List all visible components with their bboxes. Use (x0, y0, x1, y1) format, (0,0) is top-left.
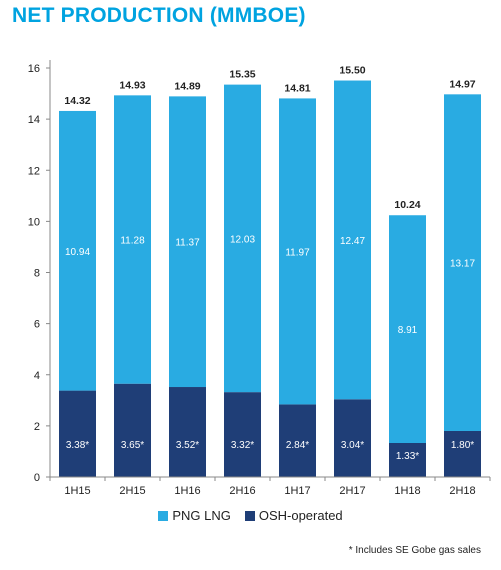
x-tick-label: 1H16 (174, 485, 200, 497)
data-label-total: 10.24 (394, 199, 420, 211)
bar-osh-operated (279, 404, 316, 477)
x-tick-label: 1H18 (394, 485, 420, 497)
bar-osh-operated (444, 430, 481, 477)
data-label-osh-operated: 1.33* (396, 451, 419, 462)
x-tick-label: 1H17 (284, 485, 310, 497)
x-tick-label: 1H15 (64, 485, 90, 497)
data-label-total: 15.35 (229, 69, 255, 81)
data-label-osh-operated: 2.84* (286, 440, 309, 451)
data-label-png-lng: 11.28 (120, 236, 145, 247)
data-label-png-lng: 12.03 (230, 234, 255, 245)
bar-png-lng (114, 95, 151, 384)
bar-osh-operated (114, 383, 151, 477)
bar-chart: 0 2 4 6 8 10 12 14 16 3.38* 10.94 14.32 3.65* 11.28 1… (28, 60, 491, 497)
bar-png-lng (444, 94, 481, 431)
data-label-png-lng: 11.97 (285, 247, 310, 258)
chart-title: NET PRODUCTION (MMBOE) (12, 4, 306, 27)
bars: 3.38* 10.94 14.32 3.65* 11.28 14.93 3.52* 11.37… (59, 65, 481, 477)
y-tick-label: 8 (34, 268, 40, 280)
bar-osh-operated (389, 443, 426, 477)
legend-swatch-osh-operated (244, 510, 255, 521)
bar-osh-operated (169, 387, 206, 477)
bar-png-lng (169, 96, 206, 388)
data-label-png-lng: 10.94 (65, 247, 90, 258)
data-label-png-lng: 12.47 (340, 236, 365, 247)
y-tick-label: 14 (28, 114, 40, 126)
data-label-total: 14.32 (64, 95, 90, 107)
data-label-png-lng: 8.91 (398, 325, 418, 336)
bar-png-lng (224, 84, 261, 393)
footnote: * Includes SE Gobe gas sales (348, 545, 481, 556)
y-tick-label: 6 (34, 319, 40, 331)
legend-item-png-lng: PNG LNG (158, 508, 231, 523)
data-label-total: 14.93 (119, 79, 145, 91)
x-tick-label: 2H17 (339, 485, 365, 497)
data-label-osh-operated: 3.38* (66, 440, 89, 451)
legend-label-osh-operated: OSH-operated (258, 508, 343, 523)
y-tick-label: 16 (28, 63, 40, 75)
x-tick-label: 2H15 (119, 485, 145, 497)
y-tick-label: 2 (34, 421, 40, 433)
y-axis: 0 2 4 6 8 10 12 14 16 (28, 60, 51, 484)
data-label-png-lng: 11.37 (175, 238, 200, 249)
data-label-total: 15.50 (339, 65, 365, 77)
bar-osh-operated (224, 392, 261, 477)
data-label-osh-operated: 3.52* (176, 440, 199, 451)
data-label-osh-operated: 3.04* (341, 440, 364, 451)
legend-item-osh-operated: OSH-operated (244, 508, 343, 523)
bar-png-lng (389, 215, 426, 444)
y-tick-label: 0 (34, 472, 40, 484)
data-label-osh-operated: 3.65* (121, 440, 144, 451)
x-tick-label: 2H16 (229, 485, 255, 497)
legend: PNG LNG OSH-operated (0, 508, 501, 523)
bar-osh-operated (59, 390, 96, 477)
data-label-png-lng: 13.17 (450, 259, 475, 270)
x-tick-label: 2H18 (449, 485, 475, 497)
data-label-total: 14.81 (284, 82, 310, 94)
legend-swatch-png-lng (158, 510, 169, 521)
data-label-osh-operated: 1.80* (451, 440, 474, 451)
x-axis: 1H15 2H15 1H16 2H16 1H17 2H17 1H18 2H18 (49, 476, 491, 497)
data-label-osh-operated: 3.32* (231, 440, 254, 451)
bar-png-lng (334, 80, 371, 400)
data-label-total: 14.97 (449, 78, 475, 90)
y-tick-label: 12 (28, 165, 40, 177)
bar-png-lng (279, 98, 316, 405)
bar-png-lng (59, 110, 96, 391)
legend-label-png-lng: PNG LNG (172, 508, 231, 523)
data-label-total: 14.89 (174, 80, 200, 92)
y-tick-label: 4 (34, 370, 40, 382)
y-tick-label: 10 (28, 216, 40, 228)
bar-osh-operated (334, 399, 371, 477)
